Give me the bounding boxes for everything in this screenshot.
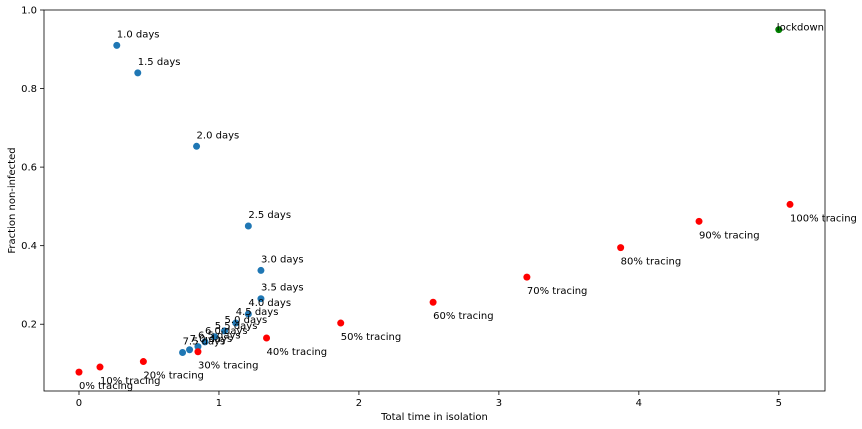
- point-annotation: 2.0 days: [197, 130, 240, 141]
- data-point: [244, 310, 252, 318]
- point-annotation: 50% tracing: [341, 332, 402, 343]
- x-tick-label: 3: [496, 398, 502, 409]
- point-annotation: 6.5 days: [198, 331, 241, 342]
- point-annotation: 2.5 days: [248, 210, 291, 221]
- data-point: [221, 327, 229, 335]
- y-tick-label: 0.2: [21, 320, 37, 331]
- data-point: [186, 346, 194, 354]
- point-annotation: 60% tracing: [433, 311, 494, 322]
- x-tick-label: 1: [216, 398, 222, 409]
- x-tick-label: 5: [776, 398, 782, 409]
- point-annotation: lockdown: [777, 23, 824, 34]
- data-point: [244, 222, 252, 230]
- data-point: [786, 200, 794, 208]
- data-point: [201, 338, 209, 346]
- data-point: [139, 358, 147, 366]
- point-annotation: 10% tracing: [100, 376, 161, 387]
- y-tick-label: 0.6: [21, 163, 37, 174]
- point-annotation: 0% tracing: [79, 381, 133, 392]
- point-annotation: 7.5 days: [183, 337, 226, 348]
- data-point: [617, 244, 625, 252]
- point-annotation: 5.5 days: [215, 321, 258, 332]
- point-annotation: 90% tracing: [699, 230, 760, 241]
- data-point: [194, 348, 202, 356]
- data-point: [179, 349, 187, 357]
- point-annotation: 7.0 days: [190, 334, 233, 345]
- data-points: [75, 26, 794, 376]
- point-annotation: 1.0 days: [117, 29, 160, 40]
- point-annotation: 100% tracing: [790, 213, 857, 224]
- point-annotation: 80% tracing: [621, 257, 682, 268]
- data-point: [337, 319, 345, 327]
- point-annotation: 5.0 days: [225, 315, 268, 326]
- x-tick-label: 2: [356, 398, 362, 409]
- data-point: [194, 343, 202, 351]
- data-point: [96, 363, 104, 371]
- data-point: [134, 69, 142, 77]
- point-annotation: 3.5 days: [261, 283, 304, 294]
- data-point: [257, 266, 265, 274]
- plot-frame: [43, 9, 826, 392]
- data-point: [523, 273, 531, 281]
- data-point: [775, 26, 783, 34]
- x-tick-label: 4: [636, 398, 642, 409]
- data-point: [211, 333, 219, 341]
- data-point: [193, 142, 201, 150]
- x-axis-ticks: 0 1 2 3 4 5: [76, 391, 782, 409]
- point-annotation: 20% tracing: [143, 371, 204, 382]
- point-annotation: 4.0 days: [248, 298, 291, 309]
- y-tick-label: 0.8: [21, 84, 37, 95]
- data-point: [113, 41, 121, 49]
- point-annotation: 70% tracing: [527, 286, 588, 297]
- x-axis-label: Total time in isolation: [380, 412, 488, 423]
- point-annotation: 40% tracing: [267, 347, 328, 358]
- point-annotation: 1.5 days: [138, 57, 181, 68]
- data-point: [75, 368, 83, 376]
- point-annotation: 30% tracing: [198, 361, 259, 372]
- y-axis-label: Fraction non-infected: [7, 147, 18, 253]
- data-point: [263, 334, 271, 342]
- y-tick-label: 1.0: [21, 6, 37, 17]
- y-axis-ticks: 0.2 0.4 0.6 0.8 1.0: [21, 6, 44, 331]
- data-point: [257, 295, 265, 303]
- x-tick-label: 0: [76, 398, 82, 409]
- y-tick-label: 0.4: [21, 241, 37, 252]
- data-point: [429, 298, 437, 306]
- point-annotation: 4.5 days: [236, 307, 279, 318]
- point-annotation: 6.0 days: [205, 326, 248, 337]
- data-point: [695, 217, 703, 225]
- point-annotation: 3.0 days: [261, 254, 304, 265]
- data-point: [232, 319, 240, 327]
- point-annotations: 1.0 days 1.5 days 2.0 days 2.5 days 3.0 days…: [79, 23, 857, 393]
